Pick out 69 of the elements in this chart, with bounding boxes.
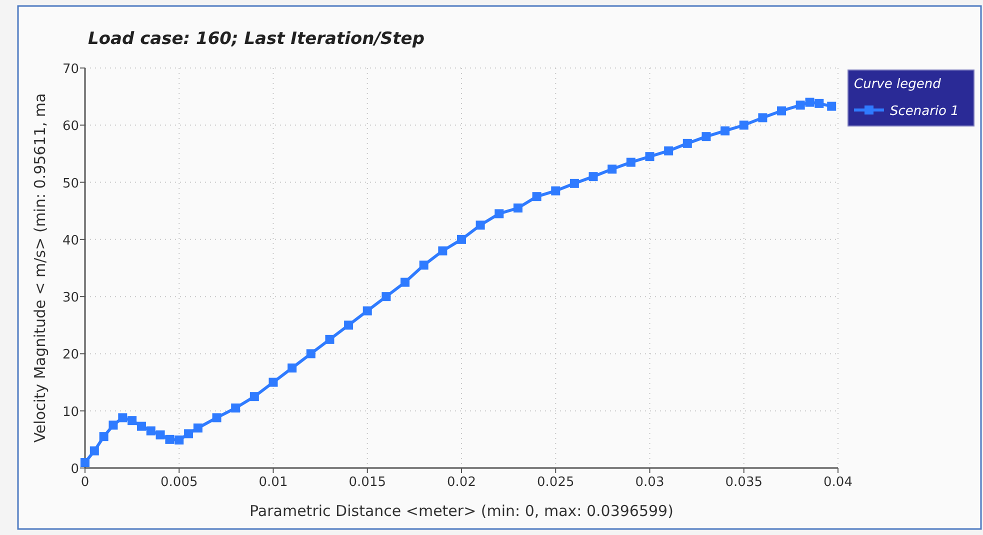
point — [419, 260, 428, 270]
point — [551, 186, 560, 196]
point — [476, 220, 485, 230]
point — [212, 413, 222, 422]
point — [250, 392, 259, 402]
point — [777, 106, 786, 116]
y-tick-label: 40 — [62, 233, 79, 248]
point — [608, 164, 617, 174]
point — [184, 429, 194, 438]
x-tick-label: 0.01 — [258, 475, 288, 490]
x-tick-label: 0.035 — [725, 475, 762, 490]
point — [231, 404, 240, 412]
point — [156, 430, 165, 440]
x-tick-label: 0.025 — [537, 475, 574, 490]
x-axis-title: Parametric Distance <meter> (min: 0, max: 0.0396599) — [250, 502, 674, 520]
point — [382, 292, 391, 302]
point — [165, 434, 174, 444]
point — [664, 146, 674, 156]
point — [136, 422, 146, 431]
point — [362, 306, 372, 316]
x-tick-label: 0.015 — [348, 475, 386, 490]
point — [438, 246, 448, 256]
y-tick-label: 30 — [62, 290, 79, 306]
legend-title: Curve legend — [854, 77, 942, 92]
point — [288, 364, 297, 372]
point — [90, 446, 99, 456]
point — [513, 204, 522, 212]
y-tick-label: 50 — [62, 176, 79, 192]
point — [118, 413, 128, 422]
point — [108, 420, 118, 430]
point — [588, 172, 598, 182]
y-tick-label: 60 — [62, 119, 79, 134]
point — [532, 192, 542, 202]
point — [325, 334, 334, 344]
point — [702, 132, 711, 142]
point — [494, 209, 504, 218]
point — [457, 234, 466, 244]
x-tick-label: 0.005 — [160, 475, 198, 490]
point — [268, 378, 278, 387]
point — [796, 100, 805, 110]
point — [645, 152, 654, 162]
point — [570, 178, 579, 188]
point — [682, 138, 692, 148]
point — [193, 424, 202, 432]
point — [344, 320, 354, 330]
point — [128, 416, 137, 426]
point — [626, 158, 636, 167]
y-tick-label: 70 — [62, 62, 79, 77]
chart-title: Load case: 160; Last Iteration/Step — [88, 29, 425, 49]
point — [720, 126, 730, 136]
y-tick-label: 10 — [62, 404, 79, 420]
point — [805, 98, 814, 107]
x-tick-label: 0.02 — [447, 475, 476, 490]
x-tick-label: 0.03 — [635, 475, 664, 490]
point — [146, 426, 156, 436]
point — [99, 432, 108, 442]
point — [758, 113, 768, 122]
x-tick-label: 0.04 — [824, 475, 852, 490]
point — [827, 102, 836, 111]
y-tick-label: 20 — [62, 348, 79, 363]
point — [306, 349, 316, 358]
point — [174, 436, 184, 444]
point — [814, 98, 824, 108]
y-tick-label: 0 — [70, 462, 79, 477]
legend-label: Scenario 1 — [890, 104, 959, 119]
y-axis-title: Velocity Magnitude < m/s> (min: 0.95611, ma — [31, 93, 49, 443]
point — [400, 278, 410, 287]
x-tick-label: 0 — [80, 475, 90, 490]
point — [739, 120, 748, 130]
